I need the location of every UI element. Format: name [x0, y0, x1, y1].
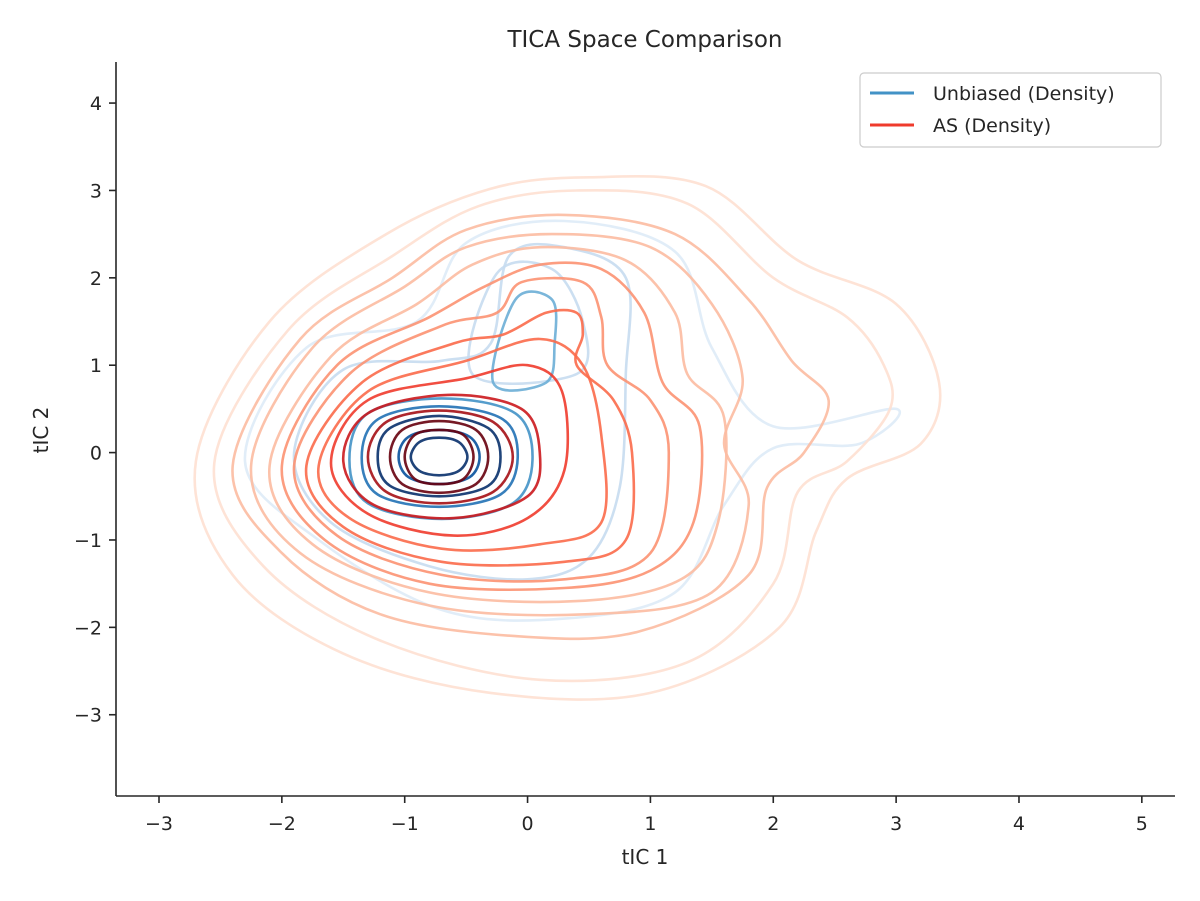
unbiased-density-contour: [376, 414, 502, 498]
y-tick-label: 2: [90, 268, 102, 290]
unbiased-density-contour: [467, 260, 590, 386]
as-density-contour: [212, 188, 894, 683]
chart-title: TICA Space Comparison: [506, 27, 782, 53]
y-tick-label: 3: [90, 180, 102, 202]
as-density-contour: [292, 276, 671, 583]
as-density-contour: [193, 174, 942, 701]
x-tick-label: 1: [644, 813, 656, 835]
legend: Unbiased (Density) AS (Density): [859, 72, 1162, 148]
y-tick-label: −2: [74, 617, 102, 639]
as-density-contour: [388, 419, 490, 495]
axes: [115, 62, 1175, 797]
x-ticks: −3 −2 −1 0 1 2 3 4 5: [145, 796, 1148, 835]
y-ticks: −3 −2 −1 0 1 2 3 4: [74, 93, 116, 727]
x-tick-label: 0: [522, 813, 534, 835]
as-density-contour: [280, 261, 704, 592]
y-tick-label: −3: [74, 705, 102, 727]
y-axis-label: tIC 2: [29, 407, 53, 454]
as-density-contour: [231, 213, 830, 641]
unbiased-density-contour: [292, 242, 632, 581]
y-tick-label: 1: [90, 355, 102, 377]
x-tick-label: 2: [767, 813, 779, 835]
as-density-contour: [316, 337, 608, 552]
x-axis-label: tIC 1: [622, 845, 669, 869]
y-tick-label: 4: [90, 93, 102, 115]
legend-frame: [859, 72, 1162, 148]
contour-layer: [193, 174, 942, 701]
unbiased-density-contour: [490, 290, 558, 392]
as-density-contour: [341, 393, 542, 520]
x-tick-label: −3: [145, 813, 173, 835]
legend-label-unbiased: Unbiased (Density): [933, 83, 1115, 105]
y-tick-label: 0: [90, 443, 102, 465]
as-density-contour: [403, 428, 475, 486]
y-tick-label: −1: [74, 530, 102, 552]
unbiased-density-contour: [409, 436, 469, 477]
legend-label-as: AS (Density): [933, 115, 1051, 137]
x-tick-label: −1: [391, 813, 419, 835]
x-tick-label: 4: [1013, 813, 1025, 835]
unbiased-density-contour: [243, 219, 901, 622]
x-tick-label: 5: [1136, 813, 1148, 835]
as-density-contour: [329, 363, 570, 537]
unbiased-density-contour: [360, 404, 520, 509]
as-density-contour: [268, 245, 728, 604]
x-tick-label: 3: [890, 813, 902, 835]
as-density-contour: [304, 308, 636, 567]
x-tick-label: −2: [268, 813, 296, 835]
as-density-contour: [249, 232, 751, 617]
as-density-contour: [366, 409, 515, 505]
